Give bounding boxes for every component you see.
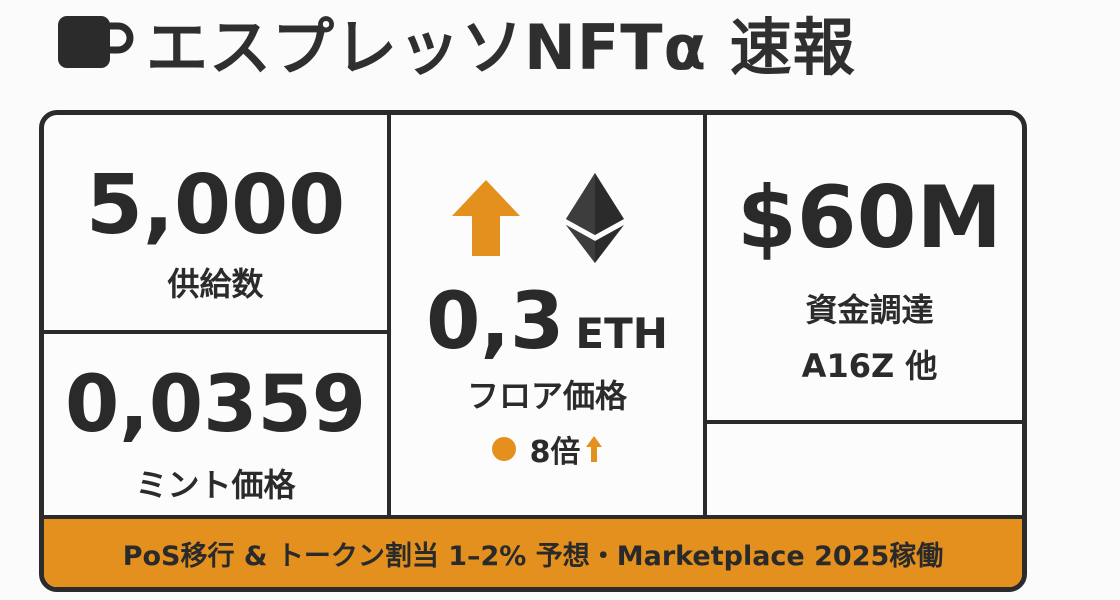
mint-label: ミント価格 (135, 466, 296, 504)
floor-value: 0,3 (426, 277, 565, 367)
ethereum-icon (566, 173, 624, 263)
funding-label: 資金調達 (805, 291, 934, 329)
divider (44, 330, 389, 334)
small-up-arrow-icon (585, 436, 602, 462)
up-arrow-icon (452, 180, 520, 256)
mint-stat: 0,0359 ミント価格 (44, 334, 387, 524)
empty-cell (707, 424, 1022, 524)
divider (703, 115, 707, 525)
divider (705, 420, 1022, 424)
footer-banner: PoS移行 & トークン割当 1–2% 予想・Marketplace 2025稼… (44, 515, 1022, 587)
floor-icons (371, 173, 703, 263)
coffee-cup-icon (58, 16, 134, 68)
multiplier-text: 8倍 (529, 435, 581, 470)
supply-label: 供給数 (167, 265, 264, 303)
orange-dot-icon (492, 437, 517, 461)
stats-card: 5,000 供給数 0,0359 ミント価格 0,3 ETH フロア価格 8倍 (39, 110, 1027, 592)
supply-value: 5,000 (85, 158, 346, 253)
funding-stat: $60M 資金調達 A16Z 他 (707, 115, 1022, 420)
divider (387, 115, 391, 525)
header: エスプレッソNFTα 速報 (52, 2, 856, 84)
funding-value: $60M (736, 168, 1003, 268)
floor-unit: ETH (575, 309, 668, 358)
page-title: エスプレッソNFTα 速報 (146, 11, 856, 84)
floor-multiplier: 8倍 (391, 427, 703, 471)
floor-stat: 0,3 ETH フロア価格 8倍 (391, 115, 703, 525)
funding-investor: A16Z 他 (801, 347, 938, 385)
mint-value: 0,0359 (65, 360, 366, 450)
banner-text: PoS移行 & トークン割当 1–2% 予想・Marketplace 2025稼… (122, 540, 944, 572)
supply-stat: 5,000 供給数 (44, 115, 387, 330)
floor-label: フロア価格 (466, 377, 627, 415)
